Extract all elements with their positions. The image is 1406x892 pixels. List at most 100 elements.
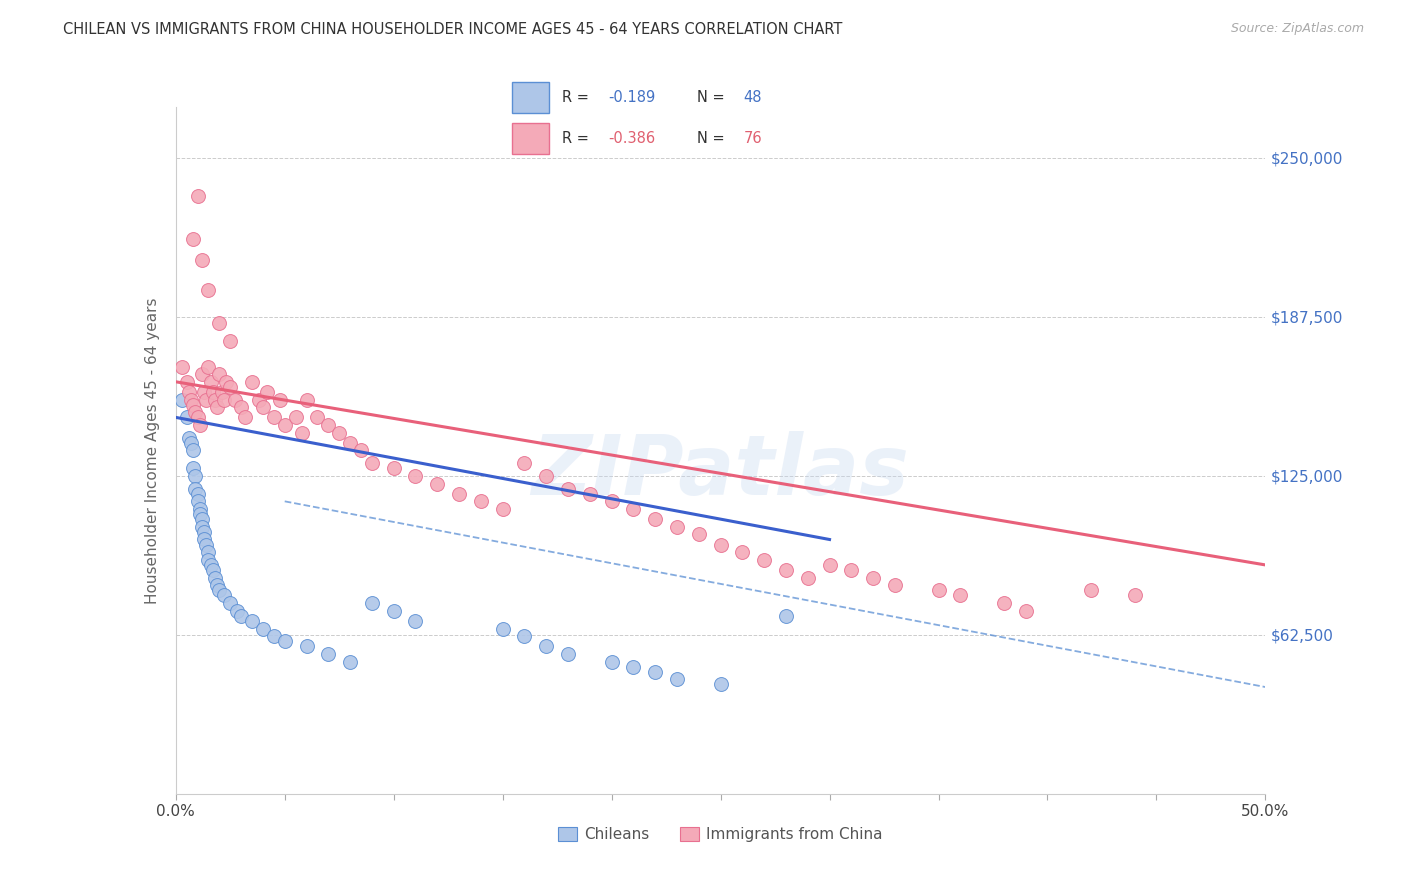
Point xyxy=(731,545,754,559)
Point xyxy=(184,469,207,483)
Point xyxy=(180,435,202,450)
Point xyxy=(382,461,405,475)
Point xyxy=(492,502,515,516)
Point xyxy=(579,486,602,500)
Point xyxy=(219,380,242,394)
Point xyxy=(177,431,200,445)
Point xyxy=(184,405,207,419)
Point xyxy=(193,524,215,539)
Point xyxy=(176,410,198,425)
Point xyxy=(862,571,884,585)
Point xyxy=(224,392,246,407)
Point xyxy=(534,469,557,483)
Point xyxy=(318,647,340,661)
Point xyxy=(197,545,219,559)
Legend: Chileans, Immigrants from China: Chileans, Immigrants from China xyxy=(553,821,889,848)
Point xyxy=(200,558,222,572)
Point xyxy=(247,392,270,407)
Point xyxy=(796,571,818,585)
Point xyxy=(186,410,209,425)
Point xyxy=(193,384,215,399)
Point xyxy=(269,392,291,407)
Point xyxy=(212,392,235,407)
Point xyxy=(197,553,219,567)
Point xyxy=(775,563,797,577)
Point xyxy=(775,608,797,623)
Point xyxy=(193,533,215,547)
Point xyxy=(710,677,733,691)
Point xyxy=(172,392,194,407)
Point xyxy=(191,512,214,526)
Point xyxy=(205,578,228,592)
Point xyxy=(186,486,209,500)
Point xyxy=(644,665,666,679)
Point xyxy=(1015,604,1038,618)
Point xyxy=(284,410,307,425)
Text: Source: ZipAtlas.com: Source: ZipAtlas.com xyxy=(1230,22,1364,36)
Point xyxy=(382,604,405,618)
Point xyxy=(191,367,214,381)
Point xyxy=(176,375,198,389)
Point xyxy=(197,283,219,297)
Text: 76: 76 xyxy=(744,131,762,145)
Bar xyxy=(512,82,548,112)
Point xyxy=(949,589,972,603)
Point xyxy=(235,410,257,425)
Point xyxy=(256,384,278,399)
Point xyxy=(426,476,449,491)
Point xyxy=(186,494,209,508)
Point xyxy=(328,425,350,440)
Point xyxy=(186,189,209,203)
Point xyxy=(621,659,644,673)
Point xyxy=(263,410,285,425)
Point xyxy=(181,461,204,475)
Point xyxy=(211,384,233,399)
Point xyxy=(513,629,536,643)
Point xyxy=(252,622,274,636)
Point xyxy=(201,563,224,577)
Point xyxy=(274,634,297,648)
Bar xyxy=(512,123,548,153)
Point xyxy=(204,571,226,585)
Point xyxy=(405,614,427,628)
Point xyxy=(666,673,689,687)
Point xyxy=(263,629,285,643)
Point xyxy=(600,494,623,508)
Point xyxy=(204,392,226,407)
Text: -0.189: -0.189 xyxy=(609,89,655,104)
Point xyxy=(307,410,329,425)
Point xyxy=(195,392,218,407)
Point xyxy=(191,252,214,267)
Point xyxy=(447,486,470,500)
Text: R =: R = xyxy=(562,89,593,104)
Point xyxy=(841,563,863,577)
Point xyxy=(197,359,219,374)
Point xyxy=(557,647,579,661)
Point xyxy=(295,640,318,654)
Point xyxy=(208,367,231,381)
Point xyxy=(339,655,361,669)
Point xyxy=(195,538,218,552)
Point xyxy=(710,538,733,552)
Point xyxy=(181,232,204,246)
Point xyxy=(201,384,224,399)
Point xyxy=(405,469,427,483)
Point xyxy=(188,502,211,516)
Point xyxy=(339,435,361,450)
Point xyxy=(252,401,274,415)
Point xyxy=(350,443,373,458)
Point xyxy=(993,596,1015,610)
Point xyxy=(928,583,950,598)
Point xyxy=(1123,589,1146,603)
Point xyxy=(181,398,204,412)
Point xyxy=(884,578,907,592)
Text: ZIPatlas: ZIPatlas xyxy=(531,431,910,512)
Point xyxy=(219,596,242,610)
Point xyxy=(188,507,211,521)
Point xyxy=(208,316,231,330)
Point xyxy=(205,401,228,415)
Point xyxy=(621,502,644,516)
Point xyxy=(200,375,222,389)
Point xyxy=(295,392,318,407)
Point xyxy=(360,456,382,470)
